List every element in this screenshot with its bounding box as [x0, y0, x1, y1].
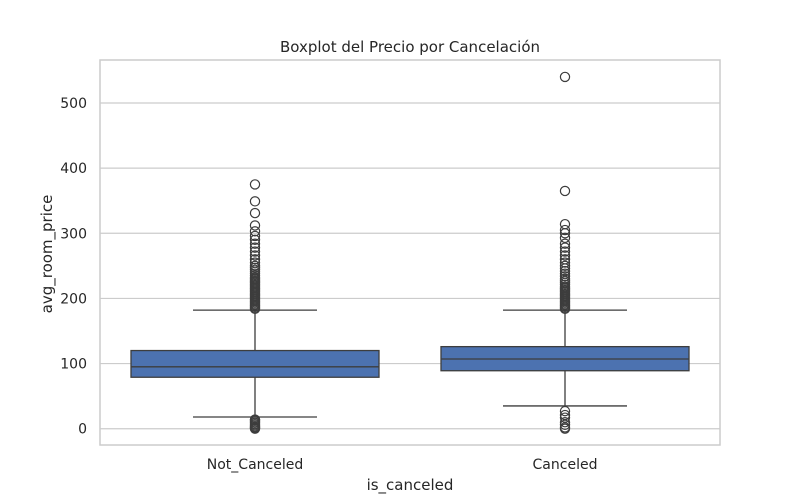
outlier-point — [559, 271, 571, 282]
outlier-point — [249, 254, 261, 265]
iqr-box — [130, 349, 380, 378]
outlier-point — [559, 238, 571, 249]
x-tick-label: Not_Canceled — [207, 457, 303, 473]
y-tick-label: 200 — [60, 291, 87, 307]
outlier-point — [249, 246, 261, 257]
outlier-point — [559, 260, 571, 272]
outlier-point — [249, 230, 261, 242]
outlier-point — [559, 232, 571, 244]
y-tick-label: 500 — [60, 96, 87, 112]
chart-title: Boxplot del Precio por Cancelación — [280, 38, 540, 56]
outlier-point — [249, 238, 261, 249]
box-group-canceled — [440, 71, 690, 434]
outlier-point — [559, 412, 571, 423]
y-tick-label: 400 — [60, 161, 87, 177]
outlier-point — [559, 409, 571, 421]
outlier-point — [559, 265, 571, 277]
outlier-point — [559, 268, 571, 279]
outlier-point — [249, 196, 261, 207]
plot-frame — [99, 59, 721, 446]
box-group-not-canceled — [130, 179, 380, 434]
outlier-point — [559, 185, 571, 197]
outlier-point — [249, 234, 261, 245]
outlier-point — [559, 224, 571, 236]
outlier-point — [249, 250, 261, 261]
y-axis-label: avg_room_price — [38, 195, 57, 314]
outlier-point — [559, 71, 571, 83]
outlier-point — [559, 254, 571, 265]
outlier-point — [559, 273, 571, 285]
outlier-point — [559, 416, 571, 428]
outlier-point — [559, 246, 571, 257]
outlier-point — [249, 220, 261, 231]
outlier-point — [249, 414, 261, 425]
outlier-point — [249, 207, 261, 219]
outlier-point — [559, 405, 571, 417]
y-tick-label: 0 — [78, 422, 87, 438]
outlier-point — [249, 179, 261, 190]
outlier-point — [559, 250, 571, 261]
x-axis-label: is_canceled — [367, 476, 454, 495]
x-tick-label: Canceled — [533, 457, 598, 473]
outlier-point — [249, 260, 261, 272]
outlier-point — [559, 257, 571, 268]
y-tick-label: 100 — [60, 357, 87, 373]
outlier-point — [559, 218, 571, 230]
outlier-point — [249, 242, 261, 253]
outlier-point — [249, 226, 261, 237]
y-tick-label: 300 — [60, 226, 87, 242]
outlier-point — [249, 257, 261, 268]
